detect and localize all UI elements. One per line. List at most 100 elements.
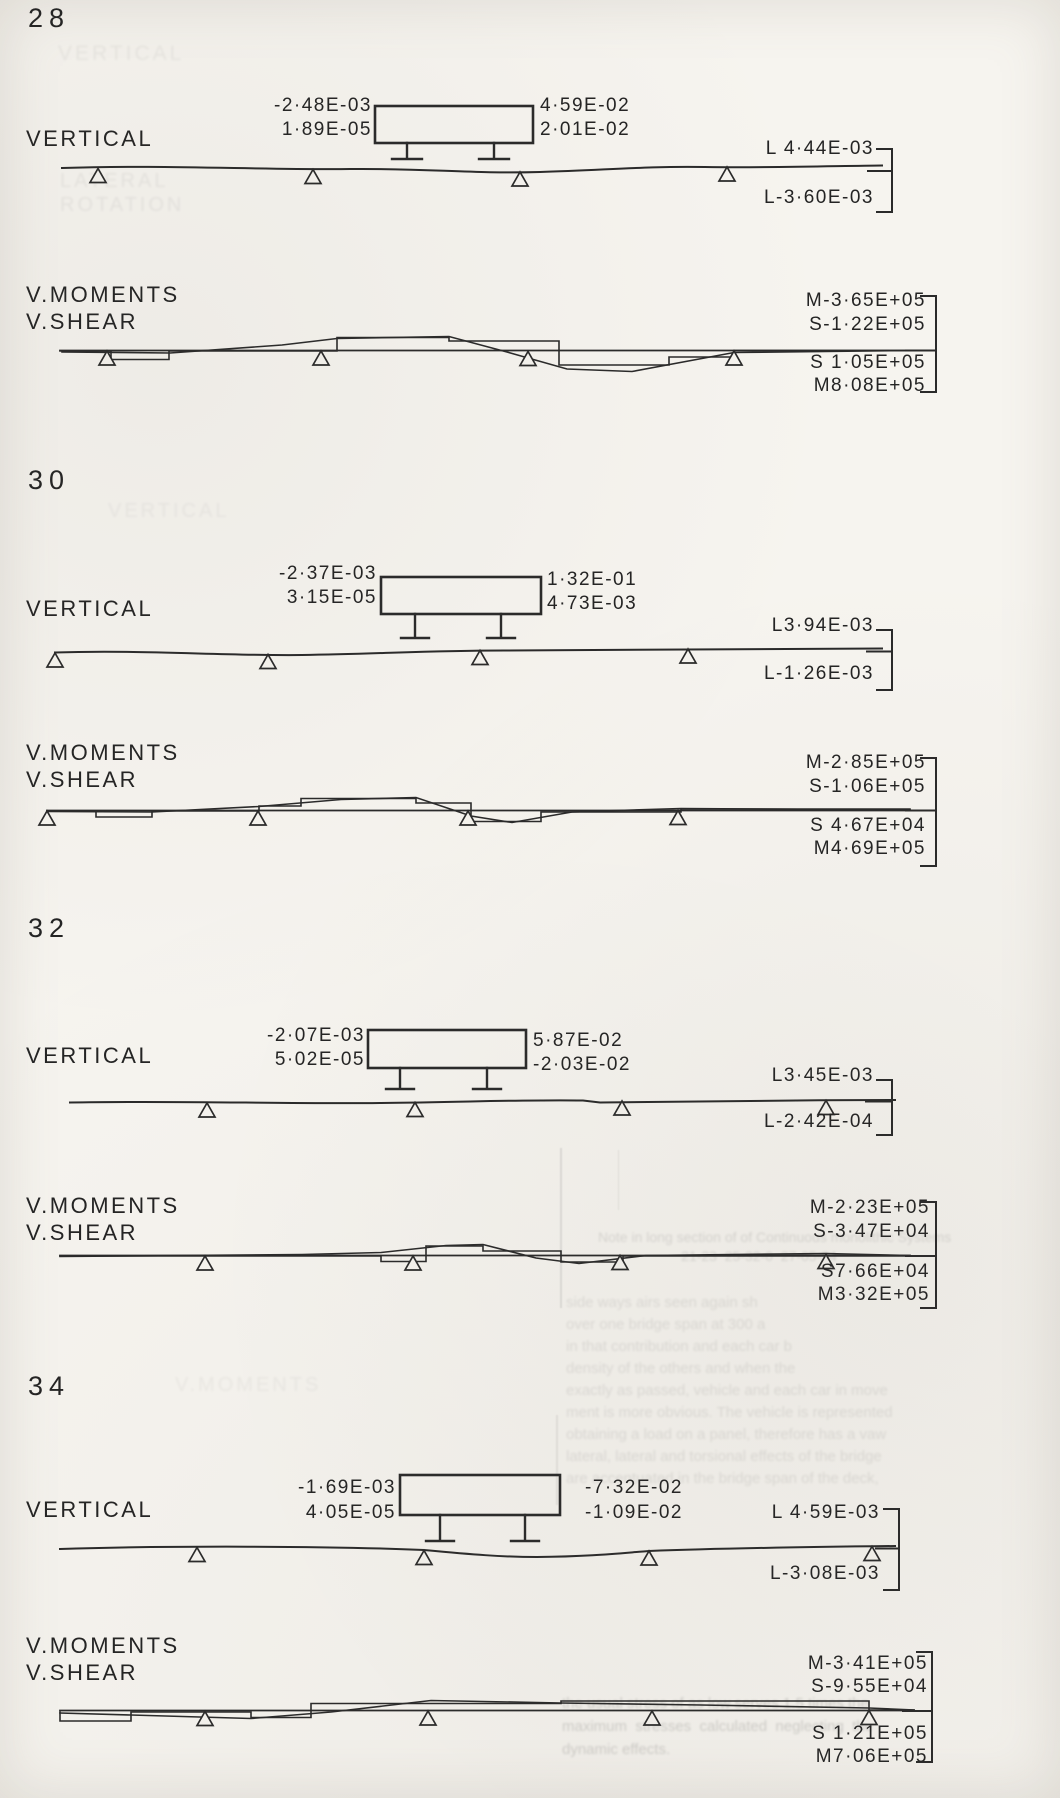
shear-label: V.SHEAR: [26, 309, 139, 334]
scale-value-top: L3·45E-03: [771, 1065, 874, 1086]
vehicle-axles: [424, 1513, 541, 1543]
deflection-curve: [68, 1098, 897, 1105]
bleedthrough-paragraph: the usual stress of as low serves 1.5 ti…: [562, 1695, 873, 1758]
vehicle-right-value-top: 4·59E-02: [540, 95, 631, 116]
scale-bracket: [867, 148, 893, 213]
moment-curve: [46, 796, 911, 824]
scale-bracket: [902, 1651, 933, 1763]
moments-label: V.MOMENTS: [26, 1633, 180, 1658]
moment-curve: [61, 335, 911, 373]
shear-max-negative: S-1·06E+05: [809, 776, 926, 797]
moment-max-positive: M3·32E+05: [817, 1284, 930, 1305]
scale-bracket: [905, 1201, 937, 1309]
scan-scratch: [556, 1415, 558, 1505]
support-triangles: [195, 1708, 879, 1727]
vehicle-right-value-bottom: -1·09E-02: [585, 1502, 683, 1523]
vehicle-right-value-top: 1·32E-01: [547, 569, 638, 590]
vehicle-box: [366, 1028, 528, 1070]
moments-label: V.MOMENTS: [26, 1193, 180, 1218]
scale-bracket: [905, 295, 937, 393]
vehicle-right-value-top: 5·87E-02: [533, 1030, 624, 1051]
vehicle-right-value-bottom: 2·01E-02: [540, 119, 631, 140]
moment-max-negative: M-2·23E+05: [809, 1197, 930, 1218]
scale-value-top: L 4·44E-03: [765, 138, 874, 159]
scale-bracket: [866, 629, 893, 691]
bleedthrough-text: LATERAL: [60, 170, 169, 192]
vehicle-axles: [399, 612, 517, 640]
moment-max-negative: M-3·41E+05: [807, 1653, 928, 1674]
shear-max-positive: S7·66E+04: [820, 1261, 930, 1282]
shear-curve: [59, 1700, 915, 1722]
vertical-label: VERTICAL: [26, 1497, 154, 1522]
support-triangles: [197, 1098, 836, 1118]
vehicle-axles: [390, 141, 511, 161]
vehicle-left-value-top: -2·07E-03: [267, 1025, 365, 1046]
bleedthrough-text: ROTATION: [60, 194, 185, 216]
vehicle-left-value-bottom: 4·05E-05: [305, 1502, 396, 1523]
scale-value-bottom: L-3·60E-03: [763, 187, 874, 208]
vertical-label: VERTICAL: [26, 1043, 154, 1068]
moment-max-negative: M-2·85E+05: [805, 752, 926, 773]
moments-label: V.MOMENTS: [26, 282, 180, 307]
scale-value-top: L 4·59E-03: [771, 1502, 880, 1523]
shear-max-positive: S 4·67E+04: [810, 815, 926, 836]
support-triangles: [195, 1252, 836, 1271]
support-triangles: [97, 349, 744, 367]
bleedthrough-text: VERTICAL: [58, 42, 185, 65]
vehicle-left-value-top: -2·37E-03: [279, 563, 377, 584]
support-triangles: [88, 165, 737, 187]
support-triangles: [37, 808, 688, 826]
vehicle-right-value-bottom: 4·73E-03: [547, 593, 638, 614]
shear-max-positive: S 1·05E+05: [810, 352, 926, 373]
support-triangles: [45, 647, 698, 670]
vehicle-left-value-top: -2·48E-03: [274, 95, 372, 116]
case-34-vertical-diagram: [58, 1473, 900, 1591]
vehicle-right-value-top: -7·32E-02: [585, 1477, 683, 1498]
scale-value-top: L3·94E-03: [771, 615, 874, 636]
scale-bracket: [875, 1508, 900, 1591]
case-number: 30: [28, 465, 71, 495]
vehicle-left-value-bottom: 5·02E-05: [274, 1049, 365, 1070]
scale-bracket: [905, 757, 937, 867]
support-triangles: [187, 1544, 882, 1566]
shear-max-negative: S-9·55E+04: [811, 1676, 928, 1697]
vehicle-box: [398, 1473, 562, 1517]
moment-max-positive: M4·69E+05: [813, 838, 926, 859]
shear-label: V.SHEAR: [26, 1220, 139, 1245]
shear-label: V.SHEAR: [26, 1660, 139, 1685]
bleedthrough-paragraph: side ways airs seen again sh over one br…: [566, 1294, 893, 1487]
scan-scratch: [618, 1150, 619, 1210]
case-28-moment-shear-diagram: [59, 295, 937, 393]
vehicle-left-value-bottom: 1·89E-05: [281, 119, 372, 140]
case-32-vertical-diagram: [68, 1028, 897, 1136]
case-number: 34: [28, 1371, 71, 1401]
shear-curve: [59, 336, 911, 366]
case-32-moment-shear-diagram: [59, 1201, 937, 1309]
moment-curve: [59, 1243, 911, 1265]
moment-max-positive: M7·06E+05: [815, 1746, 928, 1767]
vertical-label: VERTICAL: [26, 126, 154, 151]
vehicle-left-value-top: -1·69E-03: [298, 1477, 396, 1498]
vehicle-box: [373, 104, 535, 145]
moments-label: V.MOMENTS: [26, 740, 180, 765]
case-number: 28: [28, 3, 71, 33]
vehicle-axles: [384, 1066, 503, 1091]
shear-max-negative: S-3·47E+04: [813, 1221, 930, 1242]
deflection-curve: [53, 647, 884, 657]
bleedthrough-text: VERTICAL: [108, 500, 230, 522]
case-28-vertical-diagram: [60, 104, 893, 213]
case-34-moment-shear-diagram: [59, 1651, 933, 1763]
moment-curve: [59, 1699, 915, 1720]
deflection-curve: [60, 164, 884, 174]
vehicle-right-value-bottom: -2·03E-02: [533, 1054, 631, 1075]
shear-label: V.SHEAR: [26, 767, 139, 792]
scan-scratch: [560, 1148, 562, 1308]
vehicle-box: [379, 575, 543, 616]
scale-bracket: [865, 1079, 893, 1136]
scale-value-bottom: L-1·26E-03: [763, 663, 874, 684]
shear-max-negative: S-1·22E+05: [809, 314, 926, 335]
moment-max-positive: M8·08E+05: [813, 375, 926, 396]
vehicle-left-value-bottom: 3·15E-05: [286, 587, 377, 608]
moment-max-negative: M-3·65E+05: [805, 290, 926, 311]
